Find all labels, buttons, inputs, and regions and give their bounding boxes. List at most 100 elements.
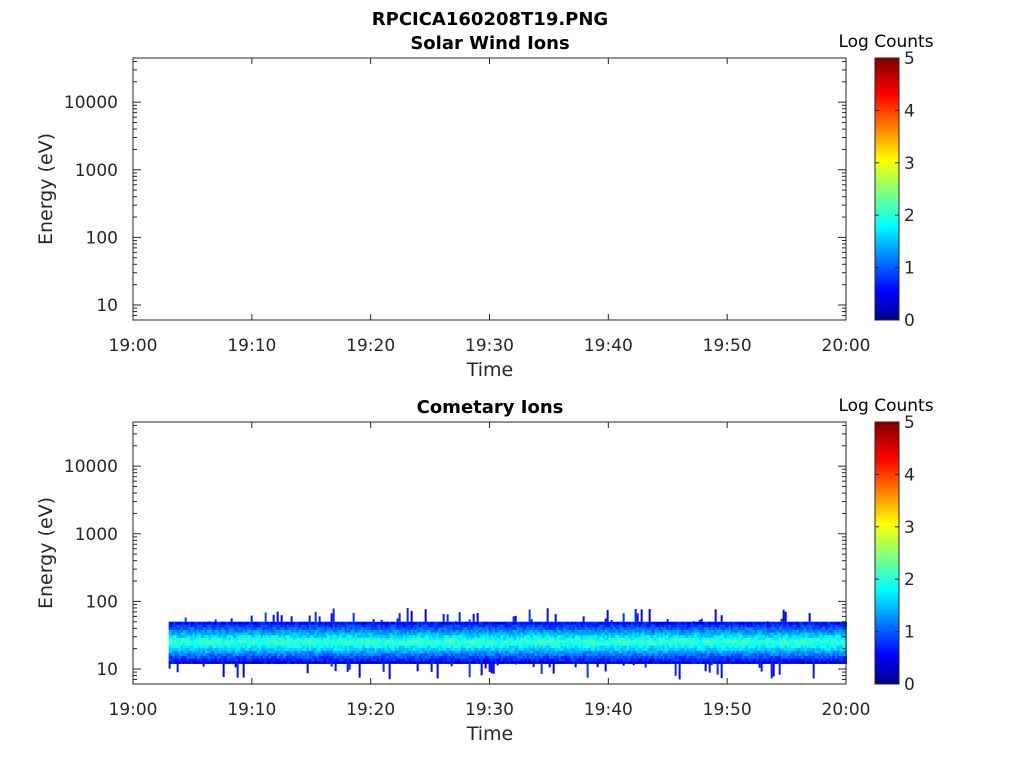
- heatmap-cell: [594, 642, 597, 646]
- heatmap-cell: [558, 640, 561, 643]
- heatmap-cell: [528, 650, 531, 654]
- heatmap-cell: [448, 655, 451, 659]
- heatmap-cell: [366, 650, 369, 654]
- heatmap-cell: [646, 650, 649, 654]
- heatmap-cell: [698, 637, 701, 641]
- heatmap-cell: [206, 647, 209, 651]
- heatmap-cell: [742, 640, 745, 643]
- heatmap-cell: [518, 629, 521, 633]
- heatmap-cell: [632, 650, 635, 654]
- heatmap-cell: [334, 642, 337, 646]
- heatmap-cell: [280, 658, 283, 662]
- heatmap-cell: [298, 650, 301, 654]
- heatmap-cell: [308, 655, 311, 659]
- heatmap-cell: [304, 647, 307, 651]
- heatmap-cell: [340, 634, 343, 638]
- heatmap-cell: [264, 634, 267, 638]
- heatmap-cell: [440, 661, 443, 664]
- heatmap-cell: [374, 642, 377, 646]
- heatmap-cell: [230, 629, 233, 633]
- heatmap-cell: [438, 655, 441, 659]
- heatmap-cell: [596, 663, 599, 668]
- heatmap-cell: [502, 650, 505, 654]
- heatmap-cell: [512, 645, 515, 649]
- heatmap-cell: [716, 661, 719, 664]
- heatmap-cell: [426, 640, 429, 643]
- heatmap-cell: [576, 634, 579, 638]
- heatmap-cell: [670, 655, 673, 659]
- heatmap-cell: [174, 637, 177, 641]
- heatmap-cell: [652, 626, 655, 630]
- heatmap-cell: [308, 629, 311, 633]
- heatmap-cell: [402, 642, 405, 646]
- heatmap-cell: [202, 629, 205, 633]
- heatmap-cell: [200, 653, 203, 657]
- heatmap-cell: [436, 640, 439, 643]
- heatmap-cell: [388, 632, 391, 636]
- heatmap-cell: [172, 629, 175, 633]
- heatmap-cell: [396, 655, 399, 659]
- heatmap-cell: [386, 634, 389, 638]
- heatmap-cell: [470, 621, 473, 625]
- heatmap-cell: [326, 626, 329, 630]
- heatmap-cell: [278, 655, 281, 659]
- heatmap-cell: [288, 637, 291, 641]
- heatmap-cell: [644, 653, 647, 657]
- heatmap-cell: [664, 632, 667, 636]
- heatmap-cell: [452, 642, 455, 646]
- heatmap-cell: [474, 642, 477, 646]
- heatmap-cell: [402, 634, 405, 638]
- heatmap-cell: [232, 621, 235, 625]
- heatmap-cell: [704, 645, 707, 649]
- heatmap-cell: [428, 624, 431, 628]
- heatmap-cell: [202, 632, 205, 636]
- heatmap-cell: [698, 658, 701, 662]
- heatmap-cell: [400, 647, 403, 651]
- heatmap-cell: [692, 629, 695, 633]
- heatmap-cell: [476, 629, 479, 633]
- heatmap-cell: [512, 650, 515, 654]
- heatmap-cell: [344, 647, 347, 651]
- heatmap-cell: [322, 634, 325, 638]
- heatmap-cell: [648, 624, 651, 628]
- heatmap-cell: [640, 626, 643, 630]
- heatmap-cell: [582, 626, 585, 630]
- heatmap-cell: [528, 626, 531, 630]
- heatmap-cell: [698, 647, 701, 651]
- heatmap-cell: [592, 658, 595, 662]
- heatmap-cell: [232, 647, 235, 651]
- heatmap-cell: [750, 624, 753, 628]
- heatmap-cell: [380, 637, 383, 641]
- heatmap-cell: [538, 661, 541, 664]
- heatmap-cell: [554, 626, 557, 630]
- heatmap-cell: [594, 655, 597, 659]
- heatmap-cell: [634, 640, 637, 643]
- heatmap-cell: [380, 629, 383, 633]
- heatmap-cell: [742, 647, 745, 651]
- heatmap-cell: [226, 640, 229, 643]
- heatmap-cell: [236, 653, 239, 657]
- heatmap-cell: [212, 637, 215, 641]
- heatmap-cell: [340, 658, 343, 662]
- heatmap-cell: [538, 637, 541, 641]
- heatmap-cell: [438, 637, 441, 641]
- heatmap-cell: [272, 658, 275, 662]
- heatmap-cell: [696, 632, 699, 636]
- heatmap-cell: [182, 647, 185, 651]
- heatmap-cell: [260, 647, 263, 651]
- heatmap-cell: [174, 642, 177, 646]
- heatmap-cell: [702, 621, 705, 625]
- heatmap-cell: [320, 650, 323, 654]
- heatmap-cell: [446, 632, 449, 636]
- heatmap-cell: [194, 650, 197, 654]
- heatmap-cell: [378, 634, 381, 638]
- heatmap-cell: [222, 621, 225, 625]
- heatmap-cell: [260, 642, 263, 646]
- heatmap-cell: [282, 645, 285, 649]
- heatmap-cell: [648, 608, 651, 622]
- heatmap-cell: [320, 642, 323, 646]
- heatmap-cell: [680, 629, 683, 633]
- heatmap-cell: [460, 658, 463, 662]
- heatmap-cell: [372, 624, 375, 628]
- heatmap-cell: [200, 645, 203, 649]
